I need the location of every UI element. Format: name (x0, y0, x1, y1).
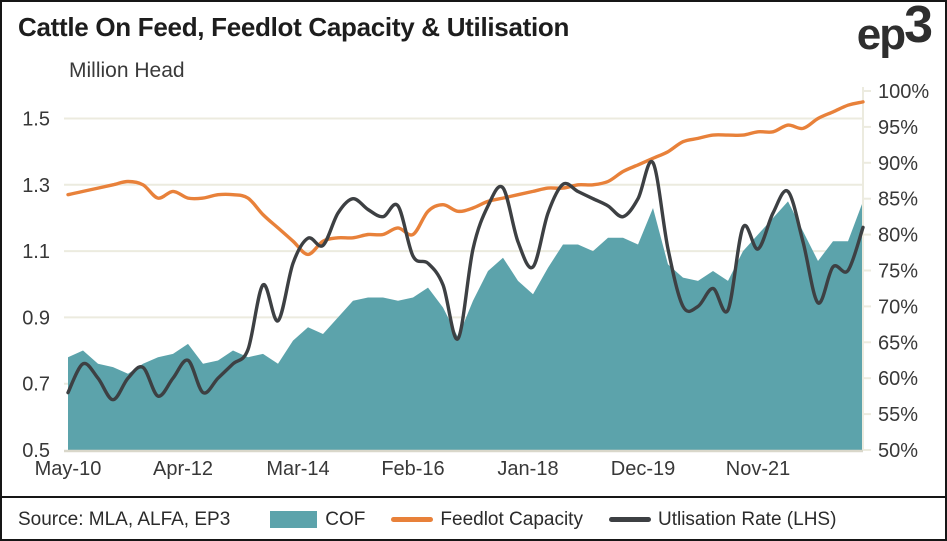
x-tick-label: Feb-16 (381, 458, 444, 480)
left-tick-label: 0.7 (22, 374, 50, 396)
x-tick-label: Jan-18 (497, 458, 558, 480)
right-axis (862, 87, 871, 451)
source-label: Source: MLA, ALFA, EP3 (18, 508, 231, 530)
utilisation-rate-line-series (66, 159, 865, 402)
left-tick-label: 1.5 (22, 109, 50, 131)
right-tick-label: 65% (878, 332, 918, 354)
x-tick-label: Dec-19 (611, 458, 675, 480)
right-tick-label: 100% (878, 81, 929, 103)
cof-area-swatch-icon (270, 511, 318, 528)
legend: COF Feedlot Capacity Utlisation Rate (LH… (270, 509, 836, 531)
left-tick-label: 0.5 (22, 440, 50, 462)
right-tick-label: 60% (878, 368, 918, 390)
brand-logo-ep: ep (856, 10, 906, 59)
legend-label-cof: COF (325, 508, 366, 530)
legend-item-cof: COF (270, 509, 365, 531)
legend-label-feedlot-capacity: Feedlot Capacity (440, 508, 583, 530)
right-tick-label: 50% (878, 440, 918, 462)
feedlot-capacity-line-series (66, 100, 865, 257)
legend-item-feedlot-capacity: Feedlot Capacity (391, 509, 583, 531)
y-axis-left-labels: 1.5 1.3 1.1 0.9 0.7 0.5 (22, 109, 50, 463)
cof-area-series (68, 201, 863, 450)
x-tick-label: Apr-12 (153, 458, 213, 480)
legend-item-utilisation-rate: Utlisation Rate (LHS) (608, 508, 837, 531)
x-tick-label: Nov-21 (726, 458, 790, 480)
footer-divider (2, 496, 945, 498)
right-tick-label: 80% (878, 225, 918, 247)
legend-label-utilisation-rate: Utlisation Rate (LHS) (657, 508, 837, 530)
x-axis-labels: May-10 Apr-12 Mar-14 Feb-16 Jan-18 Dec-19 Nov-… (35, 458, 791, 480)
right-tick-label: 55% (878, 404, 918, 426)
utilisation-line-swatch-icon (608, 517, 651, 522)
right-tick-label: 70% (878, 296, 918, 318)
brand-logo-3: 3 (904, 0, 933, 54)
right-tick-label: 75% (878, 261, 918, 283)
left-tick-label: 1.1 (22, 241, 50, 263)
right-tick-label: 90% (878, 153, 918, 175)
page-title: Cattle On Feed, Feedlot Capacity & Utili… (18, 12, 570, 42)
x-tick-label: Mar-14 (266, 458, 329, 480)
left-axis-title: Million Head (69, 59, 185, 82)
right-tick-label: 95% (878, 117, 918, 139)
footer: Source: MLA, ALFA, EP3 COF Feedlot Capac… (2, 498, 945, 539)
y-axis-right-labels: 100% 95% 90% 85% 80% 75% 70% 65% 60% 55% 50% (878, 81, 929, 462)
chart-canvas: 1.5 1.3 1.1 0.9 0.7 0.5 100% 95% 90% 85% 80% 75% 70%… (22, 81, 929, 480)
capacity-line-swatch-icon (391, 517, 434, 522)
right-tick-label: 85% (878, 189, 918, 211)
brand-logo: ep3 (856, 0, 933, 65)
left-tick-label: 0.9 (22, 307, 50, 329)
x-tick-label: May-10 (35, 458, 102, 480)
left-tick-label: 1.3 (22, 175, 50, 197)
